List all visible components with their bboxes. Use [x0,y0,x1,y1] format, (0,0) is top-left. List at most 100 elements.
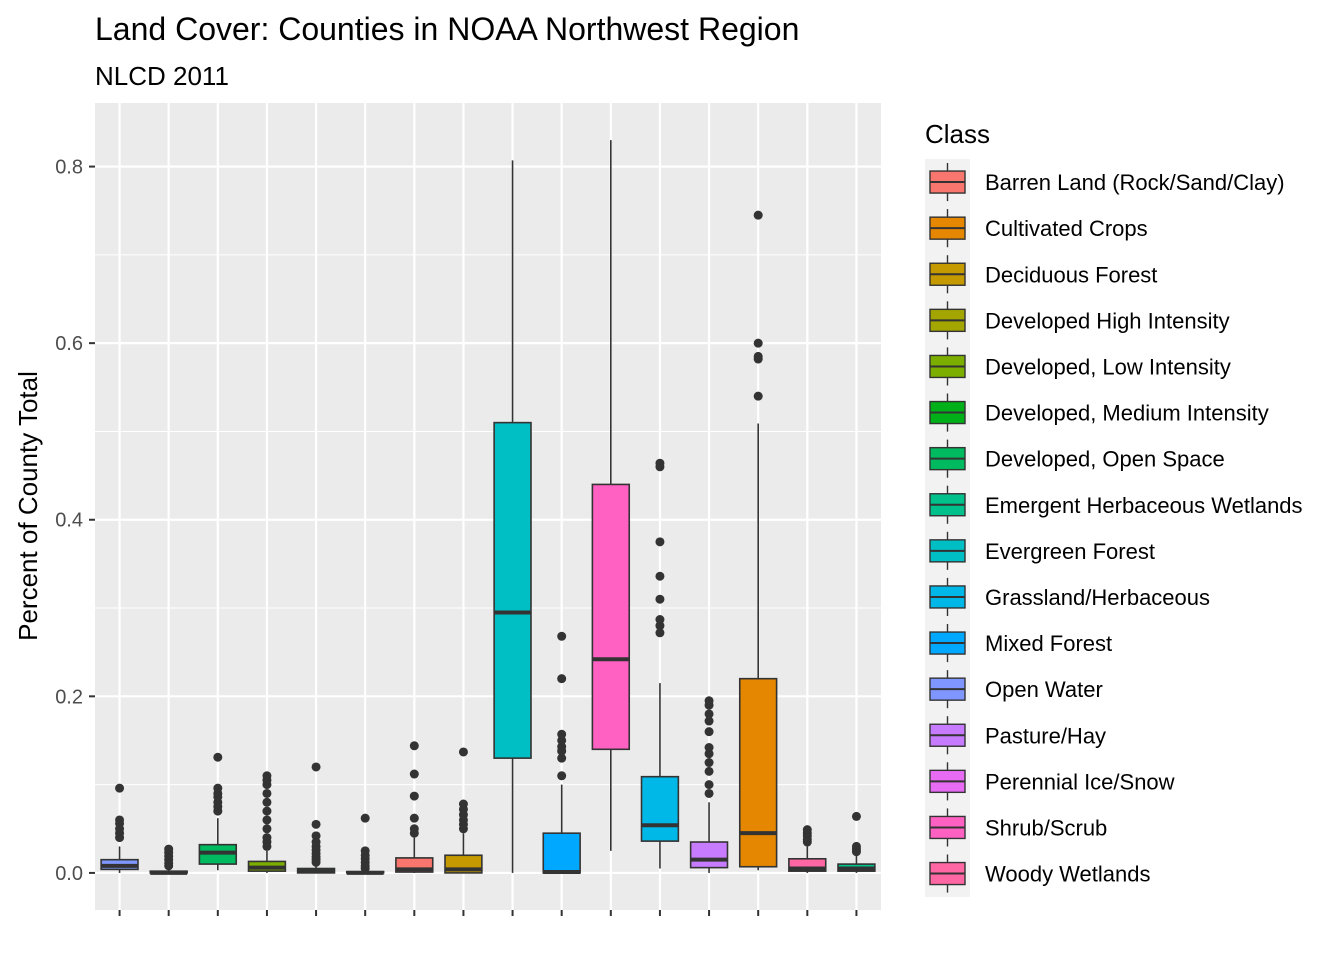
box-perennial-ice-snow [149,844,188,875]
legend-label: Barren Land (Rock/Sand/Clay) [985,170,1285,195]
legend-item: Perennial Ice/Snow [929,762,1175,801]
outlier-point [557,771,567,781]
legend-label: Deciduous Forest [985,262,1157,287]
legend-item: Woody Wetlands [929,854,1151,893]
box-woody-wetlands [788,825,827,873]
outlier-point [753,210,763,220]
outlier-point [802,825,812,835]
outlier-point [655,571,665,581]
outlier-point [360,846,370,856]
legend-item: Developed, Medium Intensity [929,393,1269,432]
outlier-point [262,824,272,834]
legend-label: Emergent Herbaceous Wetlands [985,493,1303,518]
outlier-point [851,841,861,851]
outlier-point [655,594,665,604]
outlier-point [557,674,567,684]
box-developed-open-space [198,752,238,871]
box-pasture-hay [689,696,729,873]
outlier-point [655,621,665,631]
box-emergent-herbaceous-wetlands [837,811,876,873]
legend-label: Open Water [985,677,1103,702]
y-tick-label: 0.6 [55,333,83,355]
legend-label: Cultivated Crops [985,216,1148,241]
outlier-point [704,716,714,726]
y-axis-label: Percent of County Total [13,371,43,641]
legend-label: Woody Wetlands [985,862,1151,887]
outlier-point [704,758,714,768]
legend-item: Developed High Intensity [929,301,1230,340]
legend-item: Grassland/Herbaceous [929,577,1210,616]
box-developed-low-intensity [247,771,287,873]
outlier-point [311,837,321,847]
outlier-point [753,391,763,401]
outlier-point [458,747,468,757]
outlier-point [262,797,272,807]
outlier-point [655,615,665,625]
legend-label: Developed High Intensity [985,308,1230,333]
box-body [738,677,778,868]
outlier-point [409,769,419,779]
outlier-point [115,783,125,793]
box-shrub-scrub [591,140,631,851]
box-cultivated-crops [738,210,778,871]
legend-label: Shrub/Scrub [985,815,1107,840]
y-tick-label: 0.8 [55,157,83,179]
outlier-point [704,743,714,753]
outlier-point [262,788,272,798]
box-body [640,775,680,842]
outlier-point [360,813,370,823]
outlier-point [704,696,714,706]
box-developed-high-intensity [345,813,385,875]
legend-title: Class [925,119,990,149]
legend-label: Developed, Low Intensity [985,354,1231,379]
outlier-point [704,727,714,737]
legend-label: Developed, Open Space [985,447,1225,472]
outlier-point [557,631,567,641]
box-body [689,841,729,869]
box-body [591,483,631,751]
legend-item: Evergreen Forest [929,531,1155,570]
outlier-point [557,735,567,745]
legend-item: Shrub/Scrub [929,808,1107,847]
outlier-point [311,762,321,772]
outlier-point [409,741,419,751]
y-axis-ticks: 0.0 0.2 0.4 0.6 0.8 [55,157,858,916]
box-mixed-forest [542,631,581,875]
outlier-point [115,815,125,825]
outlier-point [311,819,321,829]
legend-item: Pasture/Hay [929,716,1106,755]
box-body [542,832,581,874]
box-body [493,421,532,759]
outlier-point [409,791,419,801]
outlier-point [262,815,272,825]
outlier-point [704,709,714,719]
legend-label: Developed, Medium Intensity [985,401,1269,426]
box-barren-land-rock-sand-clay [395,741,434,873]
legend-label: Evergreen Forest [985,539,1155,564]
legend: Barren Land (Rock/Sand/Clay) Cultivated C… [929,163,1303,893]
outlier-point [213,783,223,793]
legend-label: Perennial Ice/Snow [985,769,1175,794]
outlier-point [409,813,419,823]
legend-item: Open Water [929,670,1103,709]
outlier-point [704,788,714,798]
outlier-point [213,752,223,762]
outlier-point [704,766,714,776]
box-open-water [100,783,139,873]
outlier-point [262,806,272,816]
outlier-point [311,831,321,841]
outlier-point [557,742,567,752]
outlier-point [704,749,714,759]
box-deciduous-forest [444,747,483,874]
legend-label: Grassland/Herbaceous [985,585,1210,610]
box-grassland-herbaceous [640,458,680,869]
box-developed-medium-intensity [296,762,336,874]
outlier-point [409,824,419,834]
y-tick-label: 0.0 [55,863,83,885]
outlier-point [655,537,665,547]
legend-label: Mixed Forest [985,631,1112,656]
outlier-point [851,811,861,821]
outlier-point [262,771,272,781]
